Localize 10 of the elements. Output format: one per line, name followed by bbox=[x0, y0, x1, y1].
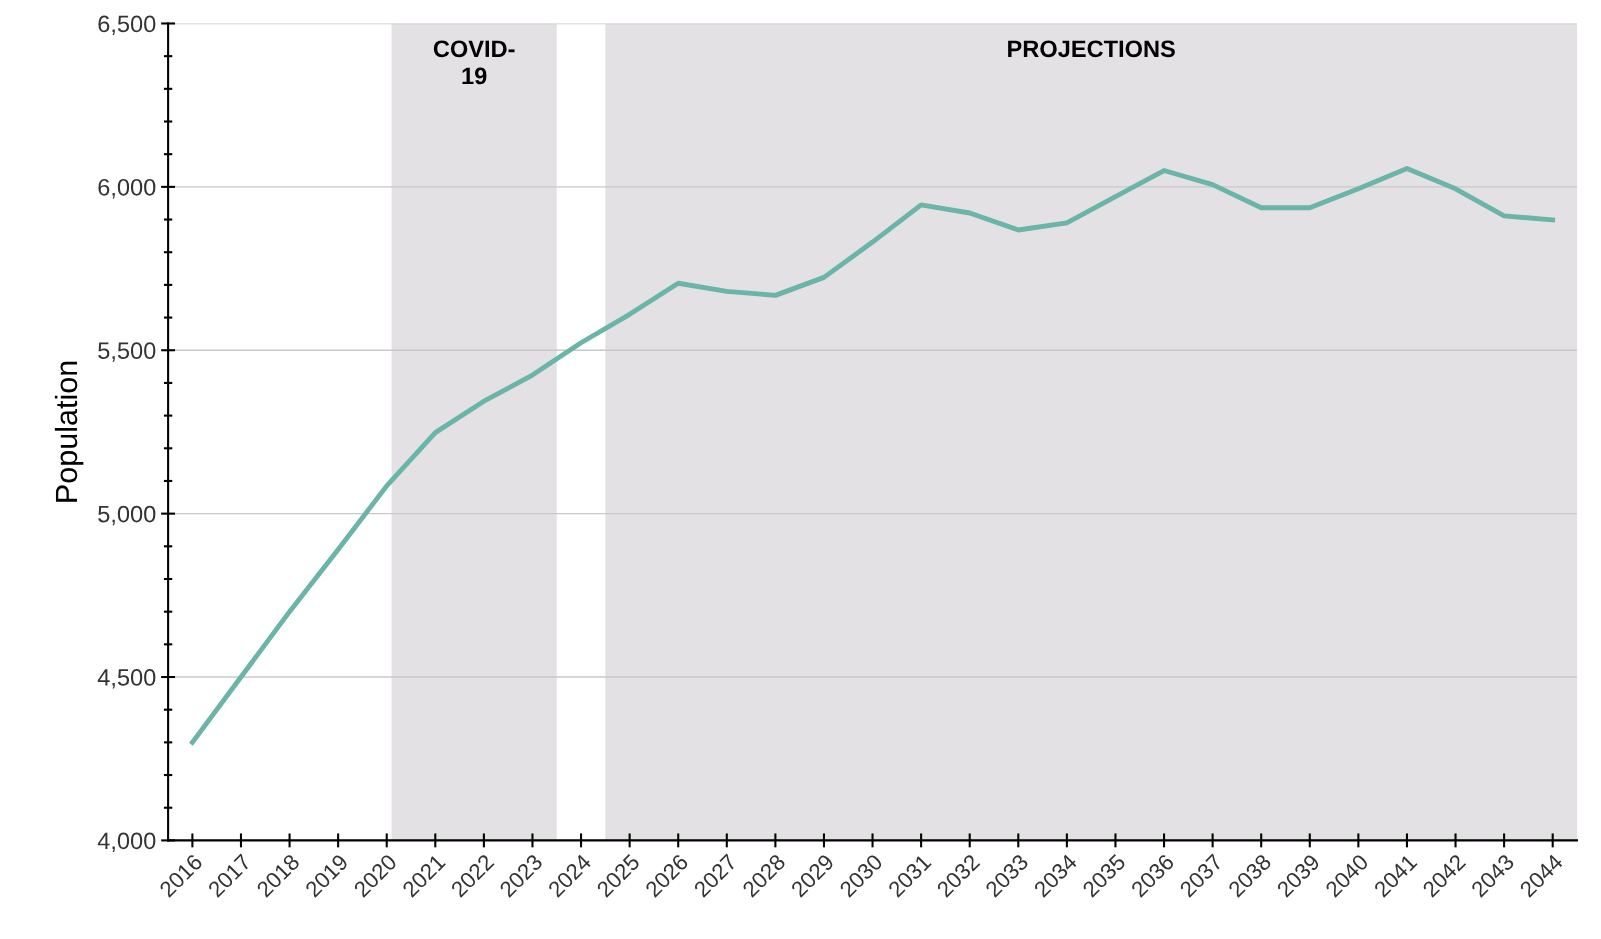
y-tick-label: 5,000 bbox=[98, 505, 156, 526]
band-label: COVID- 19 bbox=[433, 40, 515, 85]
y-tick-label: 5,500 bbox=[98, 342, 156, 362]
y-axis-title: Population bbox=[54, 361, 84, 502]
y-tick-label: 4,000 bbox=[97, 832, 156, 852]
y-tick-label: 6,000 bbox=[98, 178, 156, 199]
band-label: PROJECTIONS bbox=[1008, 40, 1175, 58]
line-series bbox=[189, 166, 1556, 745]
y-tick-label: 6,500 bbox=[98, 15, 156, 36]
y-tick-label: 4,500 bbox=[97, 669, 156, 689]
